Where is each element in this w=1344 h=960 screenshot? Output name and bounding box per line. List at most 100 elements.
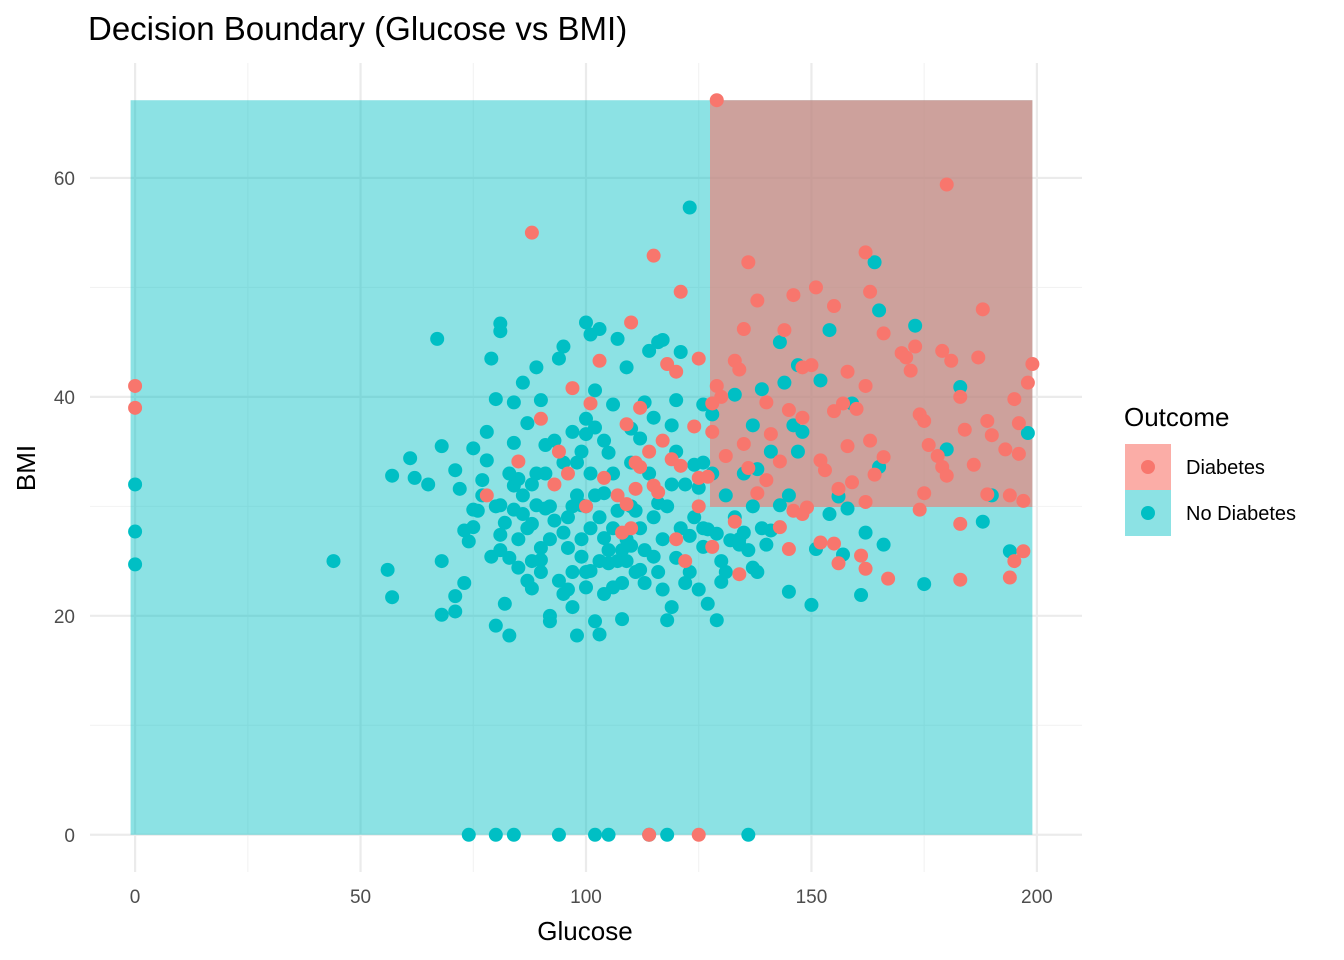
point-no-diabetes	[813, 373, 828, 388]
point-diabetes	[732, 567, 747, 582]
point-diabetes	[597, 470, 612, 485]
point-diabetes	[845, 475, 860, 490]
point-no-diabetes	[493, 324, 508, 339]
point-diabetes	[624, 315, 639, 330]
point-diabetes	[759, 395, 774, 410]
point-diabetes	[917, 486, 932, 501]
point-no-diabetes	[854, 588, 869, 603]
point-diabetes	[813, 535, 828, 550]
point-diabetes	[669, 532, 684, 547]
point-no-diabetes	[709, 526, 724, 541]
point-diabetes	[759, 473, 774, 488]
point-no-diabetes	[403, 451, 418, 466]
point-no-diabetes	[542, 532, 557, 547]
point-no-diabetes	[646, 410, 661, 425]
point-diabetes	[727, 514, 742, 529]
point-no-diabetes	[421, 477, 436, 492]
point-no-diabetes	[637, 543, 652, 558]
point-diabetes	[840, 439, 855, 454]
point-no-diabetes	[461, 827, 476, 842]
point-diabetes	[646, 248, 661, 263]
point-no-diabetes	[867, 255, 882, 270]
point-no-diabetes	[606, 397, 621, 412]
y-tick-label: 40	[54, 388, 75, 409]
point-no-diabetes	[660, 827, 675, 842]
point-diabetes	[741, 461, 756, 476]
point-no-diabetes	[497, 515, 512, 530]
point-no-diabetes	[660, 613, 675, 628]
point-no-diabetes	[493, 498, 508, 513]
point-no-diabetes	[579, 580, 593, 595]
point-no-diabetes	[128, 477, 143, 492]
point-no-diabetes	[588, 383, 603, 398]
point-no-diabetes	[763, 444, 778, 459]
point-no-diabetes	[772, 335, 787, 350]
point-diabetes	[642, 827, 657, 842]
legend-item-no-diabetes: No Diabetes	[1125, 490, 1296, 536]
point-no-diabetes	[781, 584, 796, 599]
point-no-diabetes	[488, 392, 503, 407]
point-diabetes	[709, 93, 724, 108]
point-no-diabetes	[840, 501, 855, 516]
point-no-diabetes	[908, 318, 923, 333]
point-no-diabetes	[502, 550, 517, 565]
point-no-diabetes	[407, 470, 422, 485]
point-no-diabetes	[610, 331, 625, 346]
point-diabetes	[827, 299, 841, 314]
point-no-diabetes	[583, 466, 598, 481]
point-no-diabetes	[822, 323, 837, 338]
point-no-diabetes	[551, 827, 566, 842]
point-no-diabetes	[777, 375, 792, 390]
point-no-diabetes	[678, 477, 693, 492]
point-no-diabetes	[597, 586, 612, 601]
point-no-diabetes	[430, 331, 445, 346]
point-no-diabetes	[461, 534, 476, 549]
point-no-diabetes	[628, 565, 643, 580]
point-no-diabetes	[574, 444, 589, 459]
point-no-diabetes	[750, 565, 765, 580]
point-no-diabetes	[448, 604, 463, 619]
point-no-diabetes	[664, 418, 679, 433]
point-no-diabetes	[524, 581, 539, 596]
point-diabetes	[912, 502, 927, 517]
point-no-diabetes	[759, 537, 774, 552]
point-diabetes	[971, 350, 986, 365]
point-diabetes	[858, 561, 873, 576]
point-no-diabetes	[506, 395, 521, 410]
point-no-diabetes	[569, 488, 584, 503]
point-diabetes	[908, 339, 923, 354]
point-no-diabetes	[569, 628, 584, 643]
point-diabetes	[930, 449, 945, 464]
point-no-diabetes	[533, 393, 548, 408]
point-diabetes	[863, 284, 878, 299]
point-no-diabetes	[556, 525, 571, 540]
point-diabetes	[615, 525, 630, 540]
legend-label-diabetes: Diabetes	[1186, 457, 1265, 479]
point-no-diabetes	[732, 532, 747, 547]
point-diabetes	[533, 411, 548, 426]
point-diabetes	[691, 827, 706, 842]
point-diabetes	[840, 364, 855, 379]
point-diabetes	[732, 362, 747, 377]
point-no-diabetes	[754, 521, 769, 536]
point-diabetes	[736, 436, 751, 451]
point-diabetes	[854, 548, 869, 563]
point-diabetes	[628, 481, 643, 496]
point-no-diabetes	[727, 387, 742, 402]
point-diabetes	[705, 539, 720, 554]
point-diabetes	[750, 486, 765, 501]
point-no-diabetes	[520, 521, 535, 536]
point-no-diabetes	[588, 488, 603, 503]
point-no-diabetes	[457, 575, 472, 590]
point-no-diabetes	[601, 827, 616, 842]
point-no-diabetes	[754, 382, 769, 397]
point-diabetes	[547, 477, 562, 492]
point-diabetes	[128, 400, 143, 415]
point-no-diabetes	[646, 510, 661, 525]
legend-dot-no-diabetes	[1141, 506, 1155, 520]
point-diabetes	[781, 542, 796, 557]
point-no-diabetes	[592, 510, 607, 525]
point-diabetes	[808, 280, 823, 295]
point-no-diabetes	[385, 468, 400, 483]
point-no-diabetes	[664, 600, 679, 615]
